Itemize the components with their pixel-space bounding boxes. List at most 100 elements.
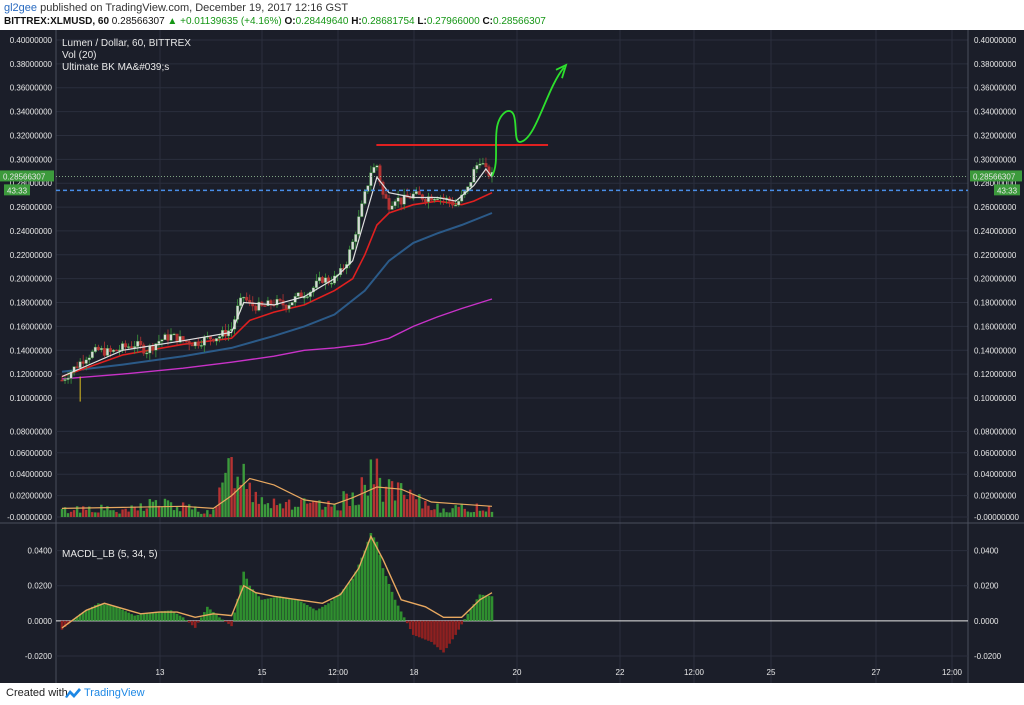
volume-bar [281,508,285,517]
candle-body [90,351,94,358]
price-tick-label-right: 0.22000000 [974,251,1017,260]
macd-hist-bar [175,613,179,621]
volume-bar [106,506,109,517]
candle-body [108,348,112,352]
volume-bar [175,506,179,517]
volume-bar [233,488,236,517]
price-tick-label-left: 0.24000000 [10,227,53,236]
macd-hist-bar [284,597,288,621]
candle-body [399,197,403,205]
volume-tick-label-right: 0.06000000 [974,449,1017,458]
tradingview-logo-icon[interactable] [64,686,82,700]
candle-body [284,304,288,310]
volume-bar [442,508,445,517]
x-tick-label: 15 [258,668,267,677]
macd-hist-bar [60,620,64,630]
macd-hist-bar [90,606,94,621]
volume-bar [145,508,148,517]
candle-body [121,343,125,351]
volume-bar [375,458,379,517]
volume-bar [266,503,270,517]
macd-hist-bar [427,620,430,641]
price-tick-label-right: 0.16000000 [974,322,1017,331]
macd-hist-bar [345,585,348,621]
macd-legend: MACDL_LB (5, 34, 5) [62,549,158,560]
volume-bar [303,498,306,517]
price-tick-label-right: 0.12000000 [974,370,1017,379]
candle-body [145,352,149,355]
macd-hist-bar [433,620,436,645]
volume-bar [178,511,182,517]
macd-hist-bar [84,610,88,621]
volume-bar [384,486,388,517]
macd-hist-bar [275,596,279,621]
candle-body [139,341,143,346]
macd-hist-bar [106,605,109,621]
macd-hist-bar [381,568,385,621]
volume-bar [290,509,294,517]
candle-body [290,302,294,306]
macd-tick-label-left: 0.0400 [28,547,53,556]
macd-hist-bar [357,564,361,621]
candle-body [175,333,179,343]
candle-body [396,197,400,202]
support-tag [994,184,1020,196]
volume-bar [421,508,424,517]
candle-body [193,341,197,347]
candle-body [460,194,464,202]
volume-tick-label-right: 0.02000000 [974,492,1017,501]
volume-bar [154,500,158,517]
volume-bar [100,504,103,517]
macd-hist-bar [436,620,439,648]
volume-bar [306,503,309,517]
price-tick-label-left: 0.40000000 [10,36,53,45]
macd-hist-bar [408,620,412,630]
macd-hist-bar [242,571,245,621]
candle-body [236,305,240,320]
price-tick-label-left: 0.32000000 [10,131,53,140]
candle-body [481,163,485,165]
volume-bar [133,506,136,517]
macd-hist-bar [472,604,476,621]
volume-bar [148,499,152,517]
candle-body [178,336,182,343]
volume-bar [396,482,400,517]
volume-bar [160,506,164,517]
candle-body [93,346,97,352]
volume-bar [69,511,73,517]
publish-text: published on TradingView.com, December 1… [40,2,349,14]
candle-body [190,344,194,347]
price-tick-label-right: 0.38000000 [974,60,1017,69]
macd-hist-bar [215,614,218,621]
macd-hist-bar [169,610,173,621]
author-link[interactable]: gl2gee [4,2,38,14]
created-with-text: Created with [6,687,68,699]
candle-body [115,349,119,352]
volume-bar [433,509,436,517]
candle-body [78,361,82,368]
candle-body [426,196,430,202]
candle-body [363,191,367,204]
last-price-tag [970,170,1022,182]
candle-body [96,346,100,351]
macd-hist-bar [445,620,448,649]
volume-bar [136,510,139,517]
volume-bar [63,507,67,517]
macd-hist-bar [245,578,249,621]
volume-bar [224,472,227,517]
chart-canvas[interactable]: 13 15 12:00 18 20 22 12:00 25 27 12:00 0.40000000 0… [0,30,1024,683]
volume-bar [357,504,360,517]
volume-bar [487,505,491,517]
candle-body [66,377,70,380]
tradingview-link[interactable]: TradingView [84,687,145,699]
volume-bar [345,493,348,517]
volume-bar [439,512,442,517]
macd-tick-label-left: 0.0200 [28,582,53,591]
volume-bar [184,505,188,517]
volume-bar [115,511,118,517]
volume-bar [363,484,367,517]
macd-hist-bar [342,589,345,621]
macd-hist-bar [418,620,421,638]
macd-hist-bar [160,611,164,621]
volume-bar [351,492,354,517]
